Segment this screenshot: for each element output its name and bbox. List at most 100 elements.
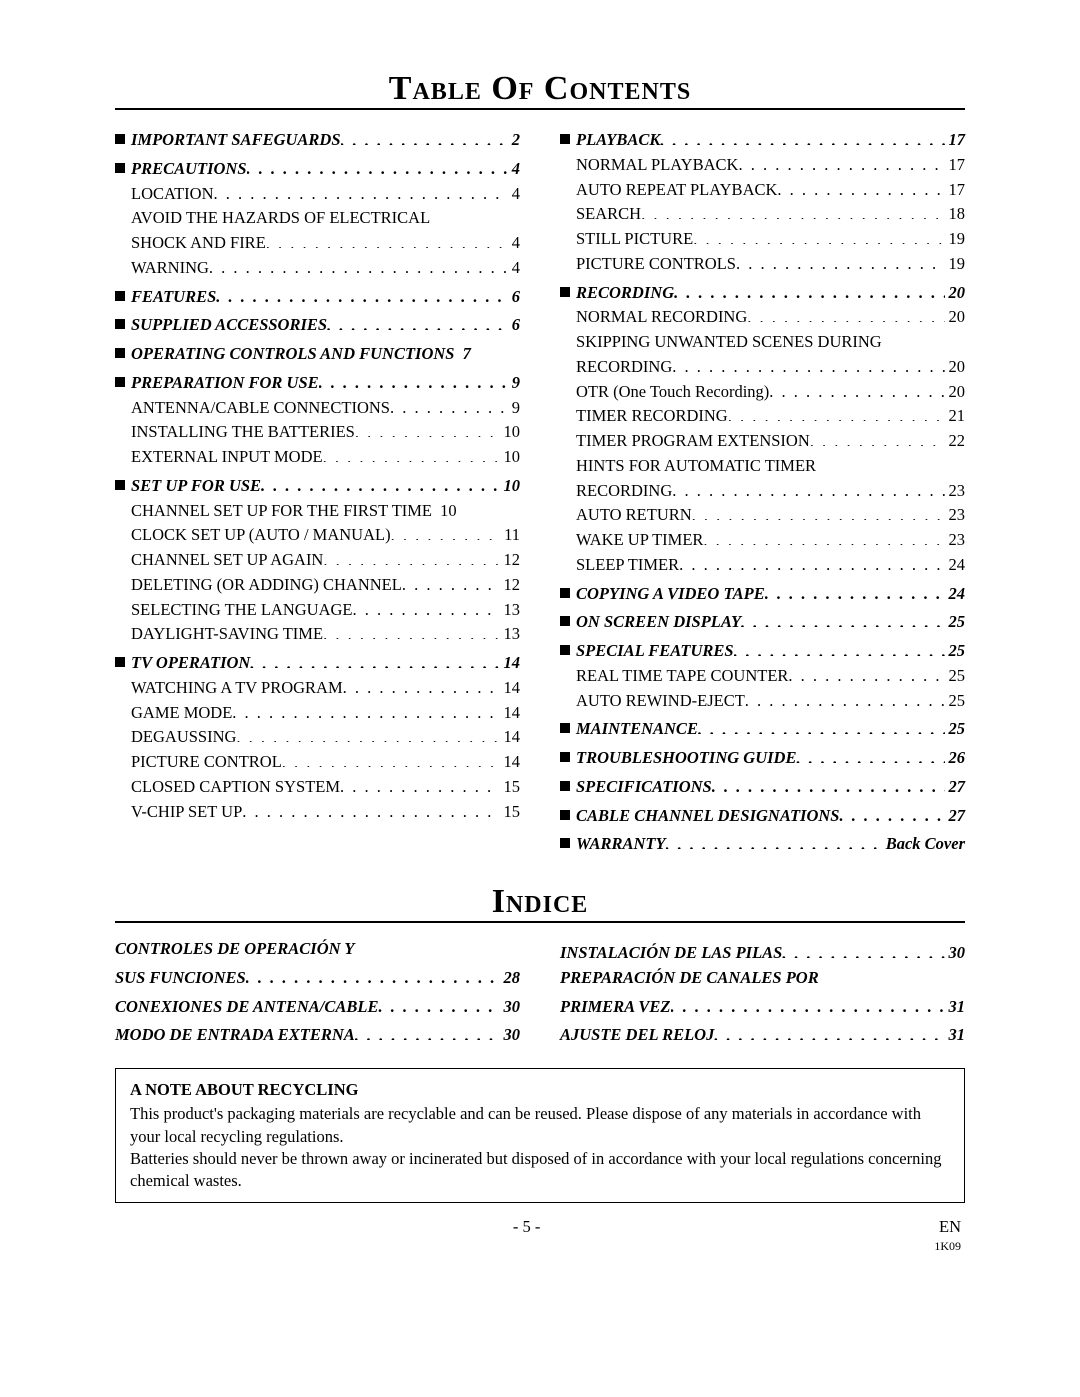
toc-label: GAME MODE <box>131 701 232 726</box>
toc-label: WARNING <box>131 256 209 281</box>
toc-page: 23 <box>945 528 966 553</box>
toc-label: CLOSED CAPTION SYSTEM <box>131 775 340 800</box>
toc-label: CHANNEL SET UP FOR THE FIRST TIME <box>131 499 432 524</box>
toc-label: PICTURE CONTROL <box>131 750 282 775</box>
dot-leader <box>745 689 945 706</box>
dot-leader <box>353 598 500 615</box>
dot-leader <box>698 718 945 735</box>
dot-leader <box>340 775 499 792</box>
toc-sub-row: CHANNEL SET UP AGAIN12 <box>115 548 520 573</box>
toc-label: DEGAUSSING <box>131 725 236 750</box>
dot-leader <box>692 504 945 521</box>
toc-page: 22 <box>945 429 966 454</box>
dot-leader <box>641 203 944 220</box>
toc-page: 24 <box>945 553 966 578</box>
toc-label: IMPORTANT SAFEGUARDS <box>131 128 341 153</box>
dot-leader <box>810 430 945 447</box>
dot-leader <box>402 573 500 590</box>
toc-page: 14 <box>500 725 521 750</box>
dot-leader <box>777 178 944 195</box>
toc-section-row: TROUBLESHOOTING GUIDE 26 <box>560 746 965 771</box>
toc-page: Back Cover <box>882 832 965 857</box>
toc-sub-row: EXTERNAL INPUT MODE10 <box>115 445 520 470</box>
toc-section-row: COPYING A VIDEO TAPE24 <box>560 582 965 607</box>
toc-page: 24 <box>945 582 966 607</box>
dot-leader <box>660 129 944 146</box>
dot-leader <box>788 664 944 681</box>
toc-sub-row: NORMAL RECORDING20 <box>560 305 965 330</box>
dot-leader <box>672 479 944 496</box>
toc-label: CLOCK SET UP (AUTO / MANUAL) <box>131 523 391 548</box>
toc-label: SHOCK AND FIRE <box>131 231 266 256</box>
toc-label: NORMAL PLAYBACK <box>576 153 738 178</box>
toc-sub-row: CLOSED CAPTION SYSTEM 15 <box>115 775 520 800</box>
toc-label: TIMER PROGRAM EXTENSION <box>576 429 810 454</box>
toc-section-row: FEATURES6 <box>115 285 520 310</box>
toc-page: 28 <box>500 966 521 991</box>
toc-right-column: PLAYBACK17NORMAL PLAYBACK17AUTO REPEAT P… <box>560 124 965 857</box>
toc-page: 23 <box>945 503 966 528</box>
toc-page: 31 <box>945 1023 966 1048</box>
toc-sub-row: DELETING (OR ADDING) CHANNEL12 <box>115 573 520 598</box>
toc-section-row: SPECIAL FEATURES25 <box>560 639 965 664</box>
toc-label: TROUBLESHOOTING GUIDE <box>576 746 796 771</box>
toc-page: 10 <box>500 420 521 445</box>
toc-label: ON SCREEN DISPLAY <box>576 610 741 635</box>
toc-sub-row: SELECTING THE LANGUAGE13 <box>115 598 520 623</box>
toc-label: SUPPLIED ACCESSORIES <box>131 313 327 338</box>
toc-sub-row: WAKE UP TIMER23 <box>560 528 965 553</box>
toc-section-row: INSTALACIÓN DE LAS PILAS30 <box>560 941 965 966</box>
square-bullet-icon <box>115 163 125 173</box>
toc-label: MAINTENANCE <box>576 717 698 742</box>
toc-page: 15 <box>500 800 521 825</box>
toc-page: 9 <box>508 371 520 396</box>
toc-page: 23 <box>945 479 966 504</box>
dot-leader <box>323 549 499 566</box>
dot-leader <box>765 582 945 599</box>
toc-label: SELECTING THE LANGUAGE <box>131 598 353 623</box>
toc-sub-row: TIMER PROGRAM EXTENSION 22 <box>560 429 965 454</box>
toc-sub-row: SHOCK AND FIRE4 <box>115 231 520 256</box>
toc-continuation: HINTS FOR AUTOMATIC TIMER <box>560 454 965 479</box>
toc-label: WATCHING A TV PROGRAM <box>131 676 343 701</box>
toc-page: 25 <box>945 717 966 742</box>
dot-leader <box>390 396 508 413</box>
dot-leader <box>378 995 499 1012</box>
toc-label: OTR (One Touch Recording) <box>576 380 769 405</box>
toc-sub-row: DAYLIGHT-SAVING TIME13 <box>115 622 520 647</box>
dot-leader <box>666 833 882 850</box>
toc-section-row: SUS FUNCIONES28 <box>115 966 520 991</box>
dot-leader <box>214 182 508 199</box>
toc-label: NORMAL RECORDING <box>576 305 747 330</box>
square-bullet-icon <box>115 657 125 667</box>
dot-leader <box>703 529 944 546</box>
toc-label: EXTERNAL INPUT MODE <box>131 445 323 470</box>
toc-page: 18 <box>945 202 966 227</box>
toc-label: PRIMERA VEZ <box>560 995 671 1020</box>
toc-page: 12 <box>500 548 521 573</box>
toc-sub-row: AUTO REWIND-EJECT25 <box>560 689 965 714</box>
dot-leader <box>250 652 499 669</box>
toc-page: 14 <box>500 676 521 701</box>
dot-leader <box>282 751 500 768</box>
toc-page: 27 <box>945 775 966 800</box>
toc-sub-row: ANTENNA/CABLE CONNECTIONS9 <box>115 396 520 421</box>
note-title: A NOTE ABOUT RECYCLING <box>130 1079 950 1101</box>
toc-page: 4 <box>508 157 520 182</box>
toc-page: 25 <box>945 610 966 635</box>
toc-section-row: AJUSTE DEL RELOJ31 <box>560 1023 965 1048</box>
toc-sub-row: WARNING 4 <box>115 256 520 281</box>
indice-left-column: CONTROLES DE OPERACIÓN YSUS FUNCIONES28C… <box>115 937 520 1048</box>
toc-page: 26 <box>945 746 966 771</box>
toc-page: 15 <box>500 775 521 800</box>
toc-page: 4 <box>508 256 520 281</box>
toc-page: 30 <box>500 1023 521 1048</box>
toc-section-row: MAINTENANCE 25 <box>560 717 965 742</box>
toc-sub-row: SLEEP TIMER24 <box>560 553 965 578</box>
toc-label: ANTENNA/CABLE CONNECTIONS <box>131 396 390 421</box>
toc-sub-row: NORMAL PLAYBACK17 <box>560 153 965 178</box>
toc-page: 7 <box>459 342 471 367</box>
toc-label: AUTO REWIND-EJECT <box>576 689 745 714</box>
toc-continuation: AVOID THE HAZARDS OF ELECTRICAL <box>115 206 520 231</box>
toc-page: 14 <box>500 701 521 726</box>
